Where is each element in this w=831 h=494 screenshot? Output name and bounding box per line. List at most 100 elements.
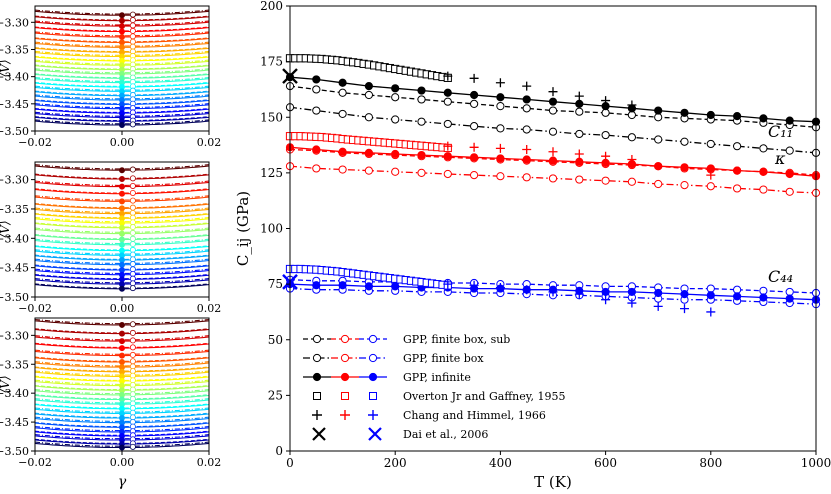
minimum-marker-open xyxy=(129,182,136,189)
data-point-plus xyxy=(601,96,611,106)
main-plot-frame xyxy=(289,5,817,452)
x-tick-label: −0.02 xyxy=(18,456,52,469)
legend-marker xyxy=(368,334,378,344)
data-point-open xyxy=(759,185,768,194)
minimum-marker xyxy=(119,183,126,190)
data-point-plus xyxy=(495,143,505,153)
legend-marker xyxy=(340,334,350,344)
data-point-open xyxy=(522,173,531,182)
legend-marker xyxy=(312,372,322,382)
data-point-open xyxy=(443,169,452,179)
minimum-marker xyxy=(119,44,126,51)
data-point-plus xyxy=(574,149,584,159)
data-point-open xyxy=(470,99,479,109)
data-point-open xyxy=(733,285,742,294)
data-point-open xyxy=(496,124,505,133)
minimum-marker xyxy=(119,285,126,292)
minimum-marker-open xyxy=(129,224,136,231)
data-point-plus xyxy=(495,78,505,88)
minimum-marker xyxy=(119,224,126,231)
minimum-marker-open xyxy=(129,358,136,365)
x-tick-label: 0.02 xyxy=(197,456,222,469)
data-point-open xyxy=(338,165,347,174)
legend-square-marker xyxy=(313,392,321,400)
minimum-marker-open xyxy=(129,321,136,328)
legend-entry: Chang and Himmel, 1966 xyxy=(312,409,546,422)
data-point-open xyxy=(548,106,558,115)
data-point-filled xyxy=(654,106,663,115)
x-tick-label: 0.00 xyxy=(110,302,135,315)
data-point-plus xyxy=(627,155,637,165)
y-tick-label: −3.35 xyxy=(0,203,29,216)
data-point-open xyxy=(733,142,742,151)
x-tick-label: −0.02 xyxy=(18,302,52,315)
data-point-open xyxy=(654,135,663,144)
y-tick-label: −3.35 xyxy=(0,43,29,56)
data-point-plus xyxy=(522,285,532,295)
minimum-marker xyxy=(119,198,126,205)
legend-plus-marker xyxy=(340,410,350,420)
legend-plus-marker xyxy=(368,410,378,420)
data-point-open xyxy=(785,187,794,196)
data-point-filled xyxy=(443,88,452,97)
data-point-filled xyxy=(733,292,742,301)
minimum-marker xyxy=(119,33,126,40)
minimum-marker-open xyxy=(129,11,136,18)
minimum-marker xyxy=(119,444,126,451)
minimum-marker-open xyxy=(129,166,136,173)
minimum-marker-open xyxy=(129,344,136,351)
data-point-open xyxy=(496,172,505,181)
legend: GPP, finite box, sub GPP, finite box GPP, … xyxy=(303,333,565,441)
y-tick-label: 25 xyxy=(268,388,283,402)
data-point-open xyxy=(627,177,637,186)
minimum-marker xyxy=(119,261,126,268)
data-point-open xyxy=(601,176,610,185)
data-point-filled xyxy=(312,281,321,290)
minimum-marker xyxy=(119,176,126,183)
y-tick-label: 100 xyxy=(260,222,283,236)
data-point-open xyxy=(654,113,663,122)
data-point-plus xyxy=(680,304,689,314)
data-point-open xyxy=(733,184,742,193)
data-point-filled xyxy=(391,149,400,159)
legend-entry: Dai et al., 2006 xyxy=(312,427,488,441)
minimum-marker-open xyxy=(129,229,136,236)
y-tick-label: 75 xyxy=(268,277,283,291)
minimum-marker-open xyxy=(129,241,136,248)
data-point-filled xyxy=(364,282,373,291)
minimum-marker-open xyxy=(129,261,136,268)
minimum-marker xyxy=(119,17,126,24)
data-point-open xyxy=(364,166,373,175)
data-point-open xyxy=(627,110,637,120)
y-tick-label: −3.40 xyxy=(0,71,29,84)
data-point-plus xyxy=(495,282,505,292)
minimum-marker xyxy=(119,122,126,129)
data-point-open xyxy=(417,95,426,104)
small-panel-3: −3.30 −3.35 −3.40 −3.45 −3.50−0.02 0.00 0.02 ⟨V… xyxy=(0,317,222,469)
data-point-plus xyxy=(469,142,479,152)
x-axis-label: γ xyxy=(118,474,127,490)
minimum-marker-open xyxy=(129,38,136,45)
data-point-open xyxy=(759,144,768,153)
y-tick-label: 0 xyxy=(275,444,283,458)
data-point-plus xyxy=(443,141,453,151)
legend-entry: GPP, infinite xyxy=(303,371,471,384)
data-point-plus xyxy=(601,295,611,305)
data-point-open xyxy=(391,93,400,102)
minimum-marker-open xyxy=(129,337,136,344)
y-tick-label: −3.30 xyxy=(0,174,29,187)
minimum-marker-open xyxy=(129,189,136,196)
data-point-open xyxy=(443,97,452,106)
data-point-open xyxy=(391,115,400,124)
data-point-filled xyxy=(785,169,794,179)
minimum-marker xyxy=(119,352,126,359)
legend-marker xyxy=(340,353,350,363)
minimum-marker xyxy=(119,338,126,345)
legend-label: Chang and Himmel, 1966 xyxy=(403,409,546,422)
legend-entry: GPP, finite box xyxy=(303,352,484,365)
data-point-filled xyxy=(496,154,505,163)
data-point-open xyxy=(785,146,794,155)
legend-label: GPP, finite box, sub xyxy=(403,333,510,346)
data-point-plus xyxy=(522,145,532,155)
data-point-open xyxy=(627,133,637,142)
